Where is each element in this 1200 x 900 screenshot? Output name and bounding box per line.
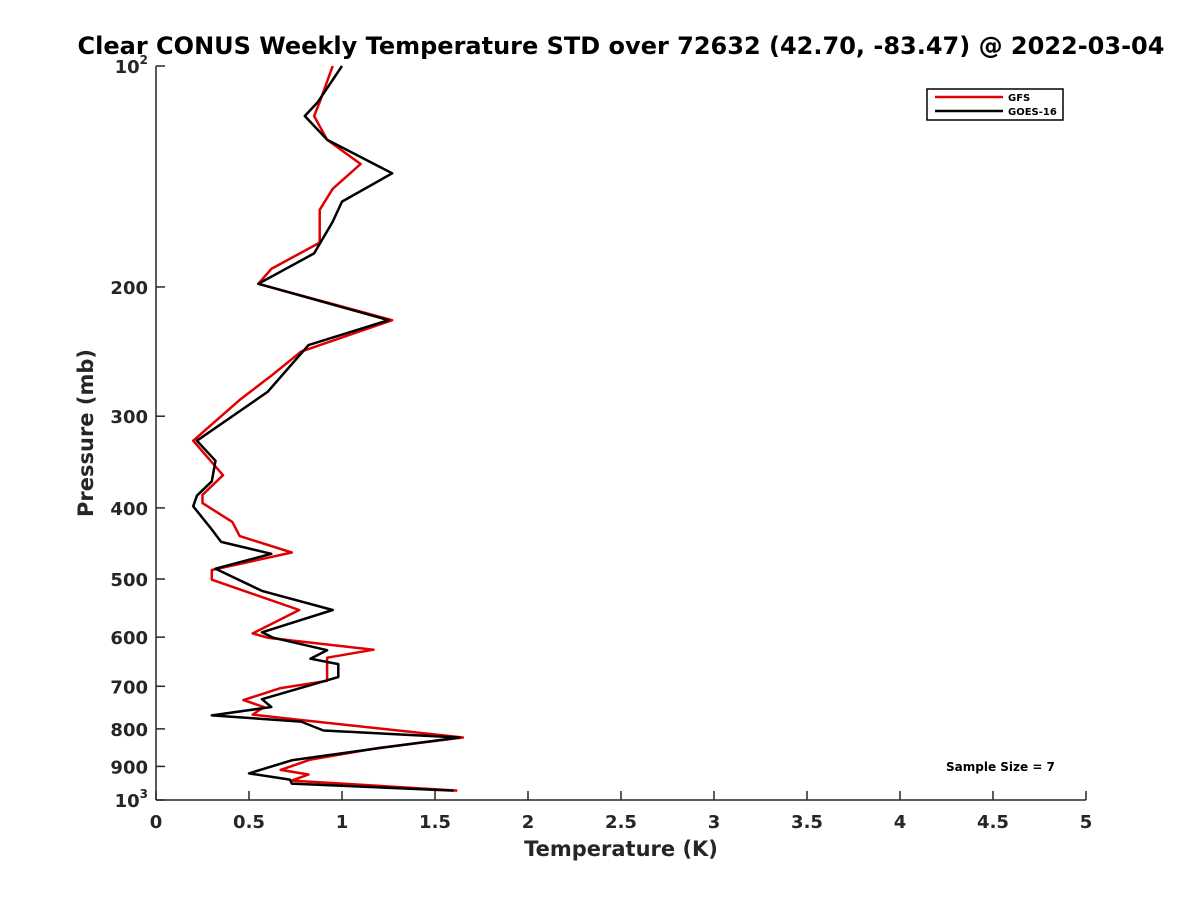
y-axis-label: Pressure (mb): [74, 349, 98, 517]
legend-label-gfs: GFS: [1008, 93, 1030, 104]
x-tick-label: 2.5: [605, 812, 637, 833]
chart-title: Clear CONUS Weekly Temperature STD over …: [78, 32, 1165, 60]
y-tick-label: 500: [110, 570, 148, 591]
series-line-gfs: [191, 65, 465, 792]
y-ticks: 102 200 300 400 500 600 700 800 900 103: [110, 53, 165, 812]
legend: GFS GOES-16: [926, 88, 1064, 121]
y-tick-label: 900: [110, 757, 148, 778]
x-tick-label: 0.5: [233, 812, 265, 833]
y-tick-label: 200: [110, 278, 148, 299]
y-tick-label: 102: [115, 53, 148, 78]
y-tick-label: 400: [110, 499, 148, 520]
x-tick-label: 4.5: [977, 812, 1009, 833]
y-tick-label: 300: [110, 407, 148, 428]
legend-label-goes16: GOES-16: [1008, 107, 1057, 118]
sample-size-annotation: Sample Size = 7: [946, 760, 1055, 774]
x-tick-label: 1.5: [419, 812, 451, 833]
y-tick-label: 800: [110, 720, 148, 741]
legend-box: [926, 88, 1064, 121]
series-layer: [191, 65, 465, 792]
x-tick-label: 3.5: [791, 812, 823, 833]
x-tick-label: 2: [522, 812, 535, 833]
y-tick-label: 103: [115, 787, 148, 812]
x-tick-label: 1: [336, 812, 349, 833]
y-tick-label: 700: [110, 677, 148, 698]
x-tick-label: 4: [894, 812, 907, 833]
x-tick-label: 0: [150, 812, 163, 833]
series-line-goes16: [191, 65, 461, 792]
x-axis-label: Temperature (K): [524, 837, 718, 861]
x-ticks: 0 0.5 1 1.5 2 2.5 3 3.5 4 4.5 5: [150, 791, 1093, 833]
plot-area: 0 0.5 1 1.5 2 2.5 3 3.5 4 4.5 5 102 200 300 400 500 600…: [110, 53, 1092, 833]
y-tick-label: 600: [110, 628, 148, 649]
x-tick-label: 5: [1080, 812, 1093, 833]
x-tick-label: 3: [708, 812, 721, 833]
